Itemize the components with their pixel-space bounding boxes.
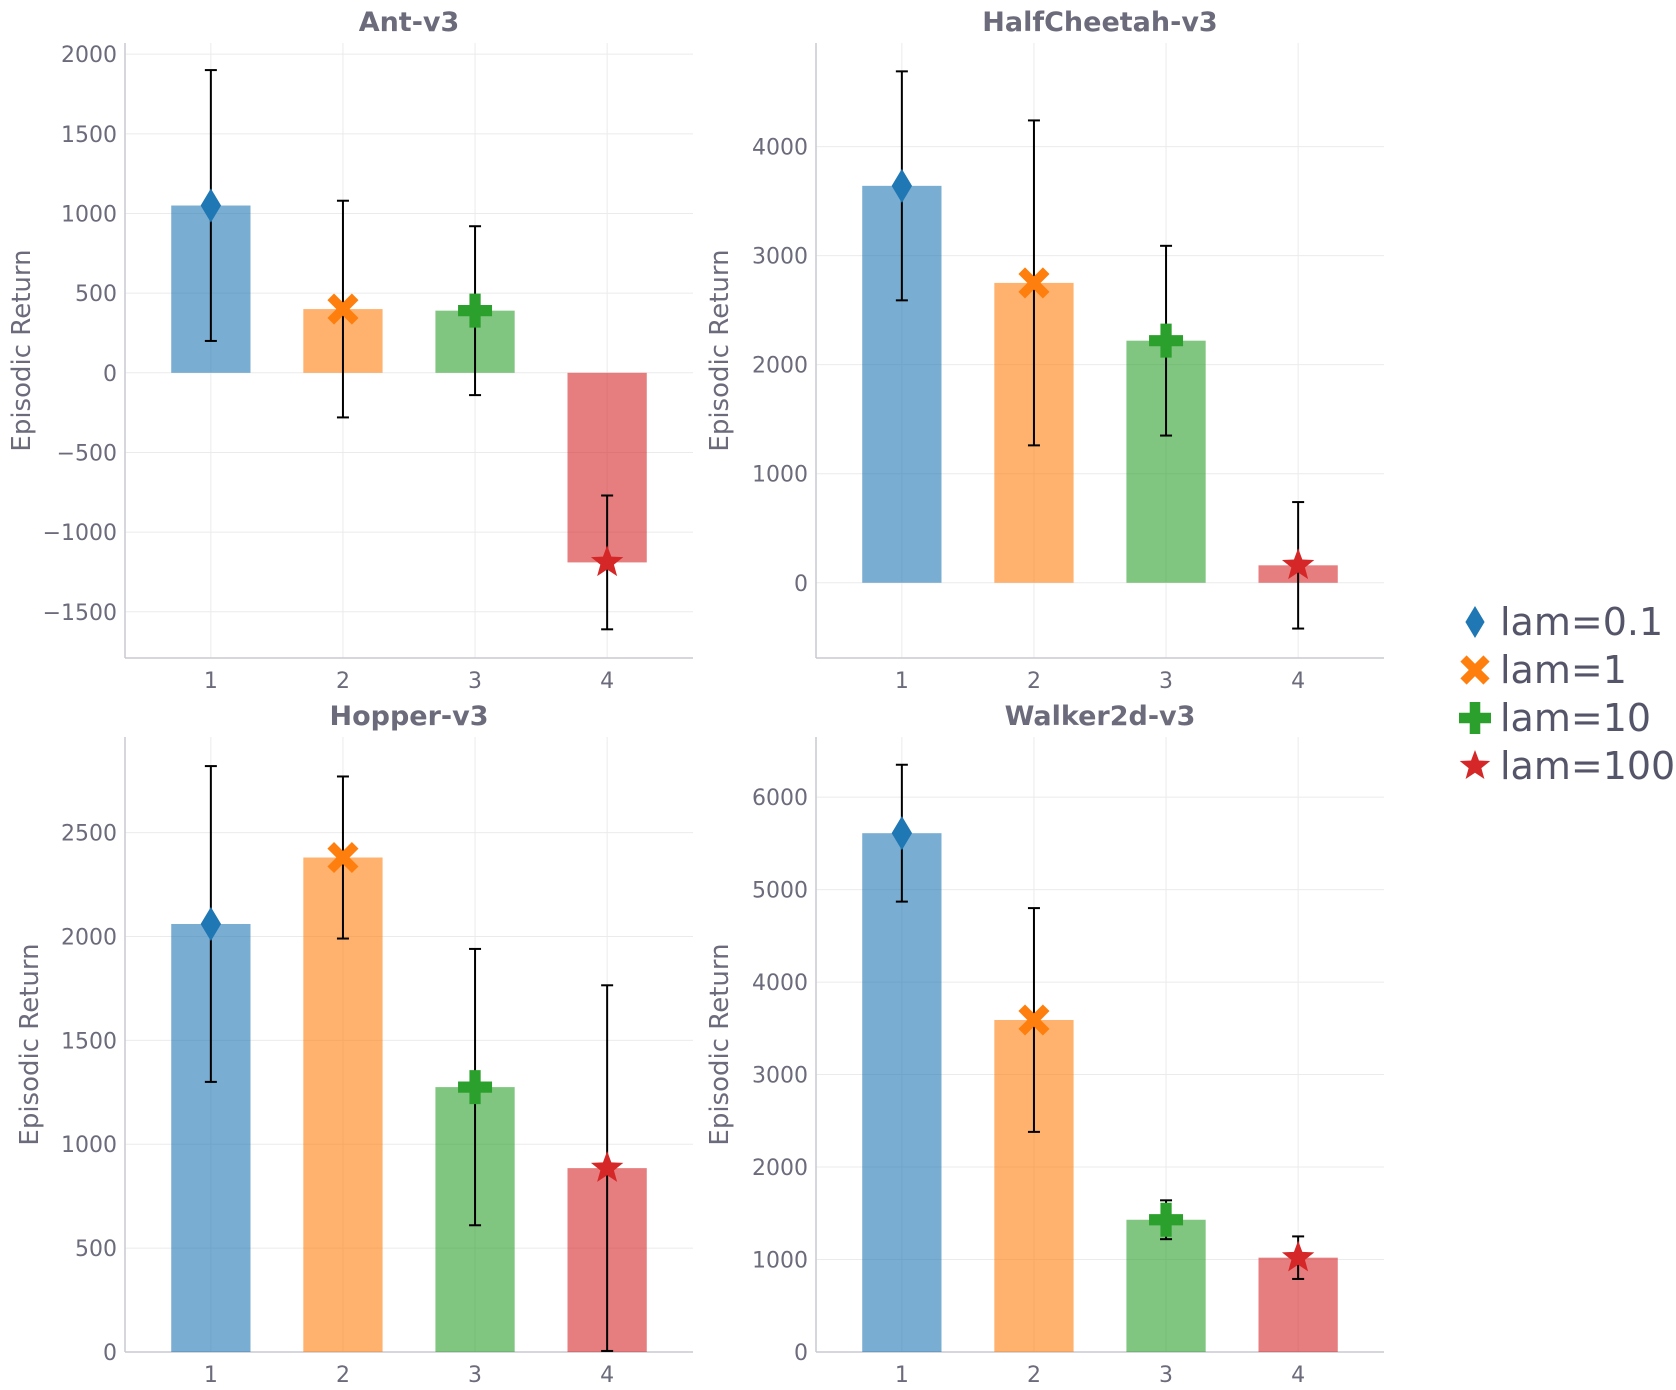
y-tick-label: 0 — [794, 572, 808, 597]
y-tick-label: 500 — [75, 1237, 117, 1262]
y-tick-label: 3000 — [752, 1064, 808, 1089]
y-tick-label: 5000 — [752, 879, 808, 904]
y-tick-label: 0 — [103, 1341, 117, 1366]
marker-3 — [458, 1070, 493, 1105]
marker-4 — [590, 545, 624, 577]
bar-1 — [862, 833, 942, 1352]
bar-2 — [303, 857, 383, 1352]
x-tick-label: 2 — [1027, 669, 1041, 694]
x-tick-label: 4 — [1291, 669, 1305, 694]
x-tick-label: 1 — [204, 669, 218, 694]
marker-3 — [1149, 1202, 1184, 1237]
y-tick-label: 3000 — [752, 245, 808, 270]
marker-1 — [891, 168, 913, 203]
y-tick-label: 2000 — [752, 1156, 808, 1181]
legend-marker-4 — [1459, 750, 1491, 779]
y-tick-label: 0 — [103, 362, 117, 387]
x-tick-label: 2 — [336, 1363, 350, 1388]
subplot-1: 0 1000 2000 3000 4000 1 2 3 4 HalfCheetah-v3 Episo… — [705, 7, 1384, 694]
subplot-0: −1500 −1000 −500 0 500 1000 1500 2000 1 2 3 4 Ant-v3… — [7, 7, 693, 694]
legend-marker-1 — [1465, 606, 1485, 638]
subplot-title: Ant-v3 — [359, 7, 460, 38]
y-tick-label: 2000 — [61, 925, 117, 950]
y-axis-label: Episodic Return — [705, 249, 735, 451]
y-tick-label: −1000 — [43, 521, 117, 546]
y-tick-label: 1000 — [752, 1249, 808, 1274]
marker-4 — [1281, 1240, 1315, 1272]
bar-3 — [1126, 1219, 1206, 1352]
x-tick-label: 4 — [1291, 1363, 1305, 1388]
x-tick-label: 3 — [468, 1363, 482, 1388]
y-tick-label: 1500 — [61, 1029, 117, 1054]
y-axis-label: Episodic Return — [705, 943, 735, 1145]
marker-3 — [458, 293, 493, 328]
marker-1 — [891, 816, 913, 851]
legend-marker-3 — [1459, 702, 1491, 734]
legend-label: lam=10 — [1500, 696, 1651, 740]
x-tick-label: 4 — [600, 669, 614, 694]
y-tick-label: −500 — [57, 441, 117, 466]
legend-label: lam=1 — [1500, 648, 1627, 692]
y-tick-label: 0 — [794, 1341, 808, 1366]
y-tick-label: −1500 — [43, 601, 117, 626]
x-tick-label: 3 — [1159, 1363, 1173, 1388]
marker-3 — [1149, 323, 1184, 358]
x-tick-label: 1 — [204, 1363, 218, 1388]
marker-1 — [200, 188, 222, 223]
y-tick-label: 1000 — [61, 1133, 117, 1158]
marker-2 — [327, 293, 359, 325]
y-tick-label: 4000 — [752, 136, 808, 161]
x-tick-label: 4 — [600, 1363, 614, 1388]
subplot-2: 0 500 1000 1500 2000 2500 1 2 3 4 Hopper-v3 Episodi… — [15, 701, 693, 1388]
x-tick-label: 2 — [1027, 1363, 1041, 1388]
y-tick-label: 500 — [75, 282, 117, 307]
y-tick-label: 6000 — [752, 786, 808, 811]
y-tick-label: 2000 — [752, 354, 808, 379]
x-tick-label: 3 — [468, 669, 482, 694]
x-tick-label: 1 — [895, 1363, 909, 1388]
y-axis-label: Episodic Return — [15, 943, 45, 1145]
y-tick-label: 2500 — [61, 822, 117, 847]
marker-2 — [1018, 1004, 1050, 1036]
y-tick-label: 1500 — [61, 123, 117, 148]
marker-2 — [1018, 267, 1050, 299]
subplot-title: Walker2d-v3 — [1005, 701, 1196, 732]
marker-2 — [327, 841, 359, 874]
marker-1 — [200, 906, 222, 941]
subplot-3: 0 1000 2000 3000 4000 5000 6000 1 2 3 4 Walker2d-v3… — [705, 701, 1384, 1388]
subplot-title: Hopper-v3 — [329, 701, 488, 732]
y-tick-label: 4000 — [752, 971, 808, 996]
legend-label: lam=100 — [1500, 744, 1675, 788]
legend-marker-2 — [1460, 655, 1490, 685]
y-axis-label: Episodic Return — [7, 249, 37, 451]
subplot-title: HalfCheetah-v3 — [982, 7, 1217, 38]
y-tick-label: 1000 — [61, 202, 117, 227]
x-tick-label: 1 — [895, 669, 909, 694]
y-tick-label: 2000 — [61, 43, 117, 68]
y-tick-label: 1000 — [752, 463, 808, 488]
marker-4 — [590, 1151, 624, 1182]
x-tick-label: 2 — [336, 669, 350, 694]
marker-4 — [1281, 548, 1315, 580]
x-tick-label: 3 — [1159, 669, 1173, 694]
legend-label: lam=0.1 — [1500, 600, 1663, 644]
